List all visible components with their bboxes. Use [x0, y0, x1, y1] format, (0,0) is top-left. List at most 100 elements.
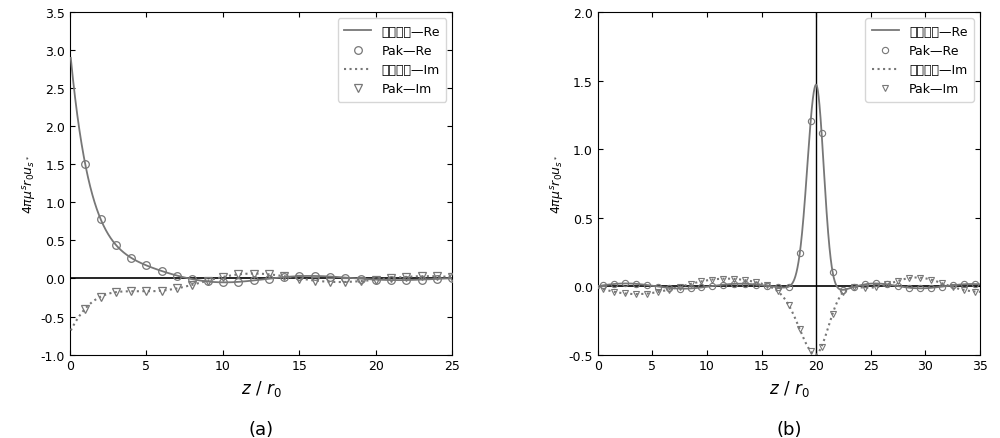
Pak—Re — [706, 284, 718, 289]
Pak—Im — [263, 272, 275, 277]
Pak—Im — [140, 289, 152, 294]
Pak—Im — [903, 276, 915, 281]
Pak—Im — [717, 276, 729, 282]
Pak—Im — [663, 287, 675, 293]
Pak—Re — [947, 283, 959, 288]
本发明解—Re — [228, 280, 240, 285]
Pak—Re — [728, 282, 740, 287]
Pak—Re — [837, 287, 849, 293]
本发明解—Im — [875, 284, 887, 289]
Pak—Im — [947, 285, 959, 290]
Pak—Re — [750, 282, 762, 287]
Pak—Re — [805, 119, 817, 124]
Pak—Im — [816, 344, 828, 350]
Pak—Im — [936, 281, 948, 286]
Pak—Im — [674, 285, 686, 290]
Pak—Im — [79, 306, 91, 311]
Line: Pak—Re: Pak—Re — [81, 161, 456, 286]
Pak—Im — [837, 290, 849, 295]
Pak—Re — [431, 277, 443, 282]
Pak—Im — [685, 282, 697, 287]
Pak—Im — [827, 311, 839, 317]
本发明解—Im — [228, 273, 240, 278]
Pak—Re — [110, 243, 122, 248]
Pak—Re — [278, 275, 290, 280]
本发明解—Im — [131, 289, 143, 294]
Pak—Re — [695, 285, 707, 290]
Pak—Im — [355, 279, 367, 284]
本发明解—Im — [730, 277, 742, 282]
Pak—Im — [446, 275, 458, 280]
Text: (a): (a) — [249, 420, 274, 438]
Pak—Im — [641, 291, 653, 297]
Pak—Im — [293, 276, 305, 282]
Pak—Im — [110, 290, 122, 295]
Pak—Im — [728, 277, 740, 282]
Pak—Im — [125, 289, 137, 294]
Pak—Re — [783, 284, 795, 290]
Pak—Im — [706, 277, 718, 283]
Pak—Re — [232, 279, 244, 285]
本发明解—Re — [219, 280, 231, 285]
本发明解—Re — [836, 287, 848, 293]
Pak—Re — [870, 281, 882, 286]
X-axis label: $z\ /\ r_0$: $z\ /\ r_0$ — [241, 378, 281, 398]
Pak—Re — [309, 274, 321, 279]
Y-axis label: $4\pi\mu^s r_0 u_{s^*}$: $4\pi\mu^s r_0 u_{s^*}$ — [549, 155, 566, 213]
本发明解—Re — [398, 278, 410, 283]
Pak—Im — [761, 283, 773, 288]
Pak—Im — [416, 274, 428, 279]
Pak—Re — [816, 131, 828, 136]
Pak—Im — [695, 279, 707, 284]
Pak—Im — [202, 279, 214, 284]
Pak—Re — [202, 279, 214, 284]
Line: 本发明解—Im: 本发明解—Im — [598, 278, 980, 355]
Pak—Re — [339, 276, 351, 281]
Pak—Re — [859, 282, 871, 287]
本发明解—Im — [592, 286, 604, 291]
Pak—Re — [761, 283, 773, 289]
本发明解—Re — [896, 284, 908, 290]
Pak—Im — [892, 279, 904, 284]
本发明解—Re — [108, 241, 120, 246]
本发明解—Re — [611, 282, 623, 287]
本发明解—Im — [108, 290, 120, 295]
本发明解—Im — [398, 275, 410, 280]
Pak—Re — [848, 285, 860, 290]
Pak—Re — [217, 280, 229, 285]
Pak—Re — [248, 278, 260, 283]
Pak—Re — [186, 277, 198, 282]
Line: Pak—Im: Pak—Im — [81, 270, 456, 313]
Pak—Re — [958, 282, 970, 287]
本发明解—Im — [439, 274, 451, 279]
本发明解—Im — [818, 338, 830, 343]
Y-axis label: $4\pi\mu^s r_0 u_{s^*}$: $4\pi\mu^s r_0 u_{s^*}$ — [21, 155, 38, 213]
Text: (b): (b) — [776, 420, 802, 438]
本发明解—Re — [730, 282, 742, 287]
Pak—Re — [95, 217, 107, 222]
Pak—Im — [859, 286, 871, 291]
Pak—Im — [232, 272, 244, 277]
Pak—Im — [400, 275, 412, 280]
Pak—Re — [936, 284, 948, 290]
本发明解—Re — [439, 276, 451, 282]
Pak—Re — [324, 274, 336, 279]
本发明解—Im — [446, 275, 458, 280]
Pak—Im — [370, 277, 382, 283]
Pak—Im — [805, 349, 817, 354]
Pak—Im — [186, 283, 198, 288]
本发明解—Re — [818, 169, 830, 174]
Pak—Im — [783, 303, 795, 308]
Pak—Im — [95, 294, 107, 300]
本发明解—Im — [910, 275, 922, 280]
Pak—Im — [848, 285, 860, 290]
Pak—Im — [156, 288, 168, 293]
本发明解—Im — [65, 328, 77, 333]
Pak—Re — [772, 285, 784, 290]
Pak—Re — [171, 273, 183, 279]
本发明解—Re — [835, 287, 847, 293]
本发明解—Im — [835, 293, 847, 298]
Pak—Re — [892, 284, 904, 289]
Line: 本发明解—Im: 本发明解—Im — [71, 274, 452, 331]
Pak—Re — [794, 251, 806, 257]
